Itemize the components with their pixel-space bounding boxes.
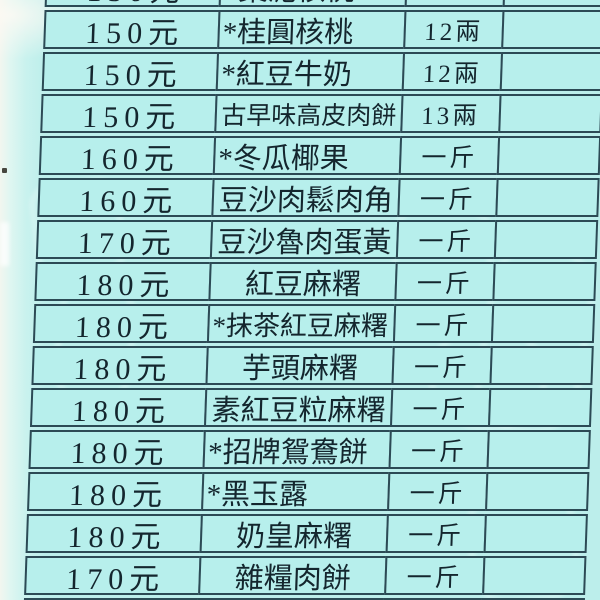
menu-row: 180元 *抹茶紅豆麻糬 一斤 [32, 304, 596, 343]
weight-cell: 12兩 [401, 52, 504, 91]
price-cell: 160元 [37, 178, 215, 217]
weight-cell: 一斤 [398, 136, 501, 175]
price-cell: 180元 [25, 514, 203, 553]
menu-row: 180元 *招牌鴛鴦餅 一斤 [28, 430, 591, 469]
weight-cell: 13兩 [400, 94, 502, 133]
menu-row: 150元 *棗泥核桃 12兩 [44, 0, 600, 7]
weight-cell: 一斤 [391, 346, 493, 385]
price-cell: 180元 [27, 472, 205, 511]
weight-cell: 12兩 [404, 0, 506, 7]
item-name-cell: *招牌鴛鴦餅 [202, 430, 392, 469]
item-name-cell: 素紅豆粒麻糬 [203, 388, 394, 427]
notes-cell [502, 0, 600, 7]
weight-cell: 一斤 [394, 262, 496, 301]
item-name-cell: 紅豆麻糬 [208, 262, 398, 301]
price-cell: 180元 [32, 304, 211, 343]
weight-cell: 一斤 [385, 514, 487, 553]
notes-cell [501, 10, 600, 49]
notes-cell [498, 94, 600, 133]
weight-cell: 一斤 [387, 472, 489, 511]
menu-row: 160元 *冬瓜椰果 一斤 [38, 136, 600, 175]
item-name-cell: *冬瓜椰果 [212, 136, 403, 175]
item-name-cell: *桂圓核桃 [217, 10, 407, 49]
item-name-cell: *抹茶紅豆麻糬 [206, 304, 397, 343]
item-name-cell: 古早味高皮肉餅 [214, 94, 404, 133]
price-cell: 180元 [29, 388, 208, 427]
item-name-cell: 芋頭麻糬 [205, 346, 395, 385]
weight-cell: 12兩 [403, 10, 505, 49]
menu-row: 180元 奶皇麻糬 一斤 [25, 514, 588, 553]
menu-row: 170元 雜糧肉餅 一斤 [24, 556, 587, 595]
notes-cell [483, 514, 588, 553]
weight-cell: 一斤 [384, 556, 486, 595]
item-name-cell: 奶皇麻糬 [199, 514, 389, 553]
notes-cell [490, 304, 596, 343]
notes-cell [492, 262, 597, 301]
weight-cell: 一斤 [397, 178, 499, 217]
notes-cell [486, 430, 591, 469]
item-name-cell: *黑玉露 [201, 472, 391, 511]
price-cell: 150元 [44, 0, 222, 7]
scan-white-streak [0, 222, 9, 266]
price-cell: 180元 [28, 430, 206, 469]
notes-cell [485, 472, 590, 511]
notes-cell [482, 556, 587, 595]
price-table: 150元 *棗泥核桃 12兩 150元 *桂圓核桃 12兩 150元 *紅豆牛奶… [22, 0, 600, 600]
menu-row: 180元 芋頭麻糬 一斤 [31, 346, 594, 385]
price-cell: 150元 [40, 94, 218, 133]
weight-cell: 一斤 [389, 388, 492, 427]
menu-row: 180元 紅豆麻糬 一斤 [34, 262, 597, 301]
price-cell: 180元 [34, 262, 212, 301]
menu-row: 160元 豆沙肉鬆肉角 一斤 [37, 178, 600, 217]
notes-cell [487, 388, 593, 427]
price-cell: 170元 [35, 220, 214, 259]
scan-speck [2, 168, 7, 173]
price-cell: 150元 [43, 10, 221, 49]
menu-row: 180元 *黑玉露 一斤 [27, 472, 590, 511]
price-cell: 160元 [38, 136, 217, 175]
menu-row: 150元 *桂圓核桃 12兩 [43, 10, 600, 49]
notes-cell [499, 52, 600, 91]
item-name-cell: 豆沙肉鬆肉角 [211, 178, 401, 217]
menu-row: 180元 素紅豆粒麻糬 一斤 [29, 388, 593, 427]
notes-cell [489, 346, 594, 385]
price-cell: 170元 [24, 556, 202, 595]
weight-cell: 一斤 [388, 430, 490, 469]
price-cell: 150元 [41, 52, 220, 91]
item-name-cell: 豆沙魯肉蛋黃 [209, 220, 400, 259]
weight-cell: 一斤 [392, 304, 495, 343]
item-name-cell: *棗泥核桃 [218, 0, 408, 7]
weight-cell: 一斤 [395, 220, 498, 259]
notes-cell [496, 136, 600, 175]
item-name-cell: *紅豆牛奶 [215, 52, 406, 91]
notes-cell [493, 220, 599, 259]
menu-row: 150元 古早味高皮肉餅 13兩 [40, 94, 600, 133]
notes-cell [495, 178, 600, 217]
menu-row: 170元 豆沙魯肉蛋黃 一斤 [35, 220, 599, 259]
price-cell: 180元 [31, 346, 209, 385]
item-name-cell: 雜糧肉餅 [198, 556, 388, 595]
menu-row: 150元 *紅豆牛奶 12兩 [41, 52, 600, 91]
